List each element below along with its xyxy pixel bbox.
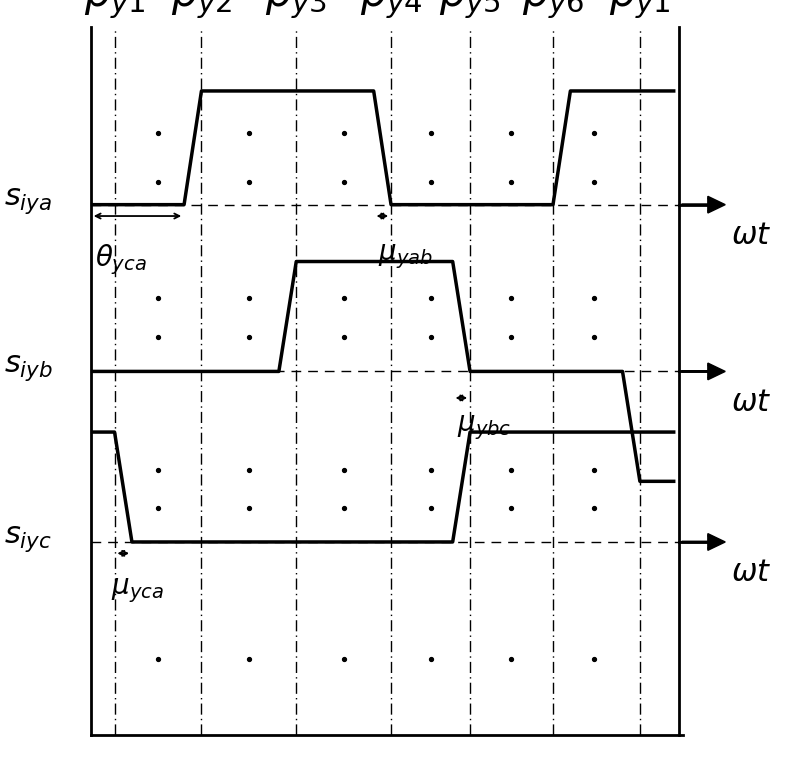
- Text: $p_{y6}$: $p_{y6}$: [521, 0, 585, 21]
- Polygon shape: [708, 534, 725, 550]
- Text: $\theta_{yca}$: $\theta_{yca}$: [95, 243, 147, 277]
- Text: $s_{iyc}$: $s_{iyc}$: [4, 523, 52, 553]
- Text: $p_{y5}$: $p_{y5}$: [439, 0, 501, 21]
- Text: $\mu_{yca}$: $\mu_{yca}$: [111, 576, 164, 605]
- Text: $s_{iya}$: $s_{iya}$: [4, 186, 52, 216]
- Text: $p_{y2}$: $p_{y2}$: [171, 0, 232, 21]
- Polygon shape: [708, 196, 725, 213]
- Text: $p_{y4}$: $p_{y4}$: [359, 0, 423, 21]
- Text: $\mu_{yab}$: $\mu_{yab}$: [378, 243, 432, 271]
- Text: $\omega t$: $\omega t$: [731, 220, 771, 251]
- Polygon shape: [708, 363, 725, 380]
- Text: $p_{y3}$: $p_{y3}$: [265, 0, 327, 21]
- Text: $s_{iyb}$: $s_{iyb}$: [4, 352, 53, 383]
- Text: $\omega t$: $\omega t$: [731, 557, 771, 588]
- Text: $\omega t$: $\omega t$: [731, 387, 771, 418]
- Text: $\mu_{ybc}$: $\mu_{ybc}$: [457, 413, 511, 442]
- Text: $p_{y1}$: $p_{y1}$: [84, 0, 145, 21]
- Text: $p_{y1}$: $p_{y1}$: [609, 0, 671, 21]
